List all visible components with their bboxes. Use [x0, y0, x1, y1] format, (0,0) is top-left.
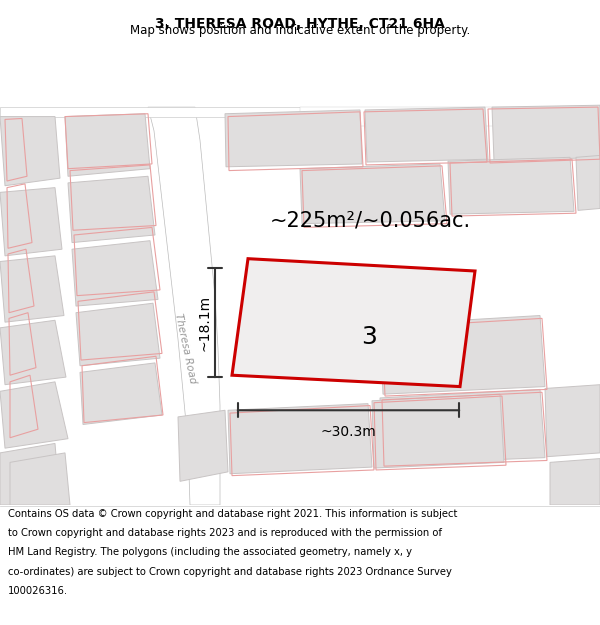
Polygon shape [492, 105, 600, 161]
Text: HM Land Registry. The polygons (including the associated geometry, namely x, y: HM Land Registry. The polygons (includin… [8, 548, 412, 558]
Polygon shape [380, 316, 545, 394]
Polygon shape [10, 453, 70, 505]
Polygon shape [0, 320, 66, 384]
Text: Theresa Road: Theresa Road [173, 312, 197, 385]
Polygon shape [365, 107, 488, 162]
Polygon shape [178, 410, 228, 481]
Polygon shape [0, 256, 64, 322]
Polygon shape [72, 241, 158, 306]
Polygon shape [232, 259, 475, 387]
Polygon shape [380, 389, 545, 464]
Text: ~30.3m: ~30.3m [320, 426, 376, 439]
Text: Map shows position and indicative extent of the property.: Map shows position and indicative extent… [130, 24, 470, 38]
Text: co-ordinates) are subject to Crown copyright and database rights 2023 Ordnance S: co-ordinates) are subject to Crown copyr… [8, 567, 452, 577]
Text: Contains OS data © Crown copyright and database right 2021. This information is : Contains OS data © Crown copyright and d… [8, 509, 457, 519]
Polygon shape [300, 107, 600, 126]
Polygon shape [545, 384, 600, 457]
Text: 3, THERESA ROAD, HYTHE, CT21 6HA: 3, THERESA ROAD, HYTHE, CT21 6HA [155, 16, 445, 31]
Polygon shape [225, 110, 362, 167]
Polygon shape [550, 459, 600, 505]
Polygon shape [0, 117, 60, 186]
Polygon shape [448, 158, 574, 214]
Polygon shape [228, 404, 372, 474]
Text: 3: 3 [361, 325, 377, 349]
Polygon shape [372, 394, 504, 468]
Polygon shape [0, 443, 60, 505]
Polygon shape [68, 176, 155, 242]
Text: to Crown copyright and database rights 2023 and is reproduced with the permissio: to Crown copyright and database rights 2… [8, 528, 442, 538]
Polygon shape [0, 382, 68, 448]
Polygon shape [65, 114, 150, 176]
Polygon shape [76, 303, 160, 366]
Text: 100026316.: 100026316. [8, 586, 68, 596]
Polygon shape [576, 156, 600, 211]
Polygon shape [0, 107, 600, 117]
Polygon shape [300, 164, 445, 224]
Polygon shape [80, 363, 162, 424]
Polygon shape [0, 188, 62, 256]
Text: ~225m²/~0.056ac.: ~225m²/~0.056ac. [269, 211, 470, 231]
Text: ~18.1m: ~18.1m [197, 294, 211, 351]
Polygon shape [148, 107, 220, 505]
